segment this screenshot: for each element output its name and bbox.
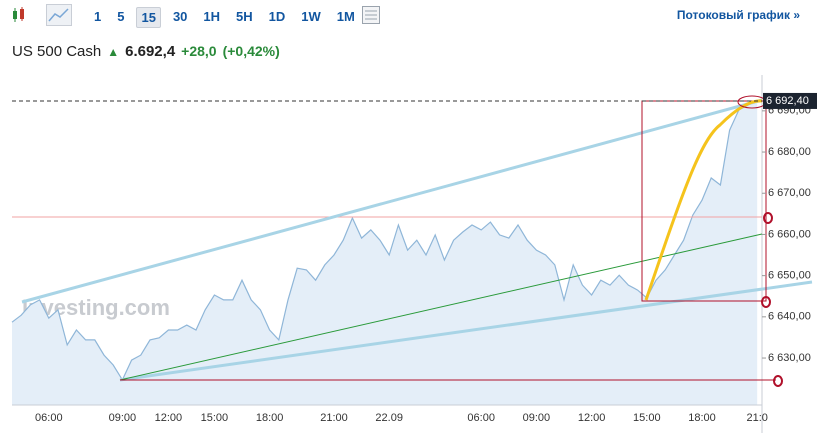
- handle: [763, 212, 773, 224]
- up-arrow: ▲: [107, 45, 120, 59]
- x-tick-label: 06:00: [35, 412, 63, 424]
- handle: [773, 375, 783, 387]
- timeframes: 1 5 15 30 1H 5H 1D 1W 1M: [90, 7, 359, 28]
- x-tick-label: 18:00: [688, 412, 716, 424]
- area-icon[interactable]: [46, 4, 72, 26]
- timeframe[interactable]: 5: [117, 9, 125, 24]
- y-tick-label: 6 680,00: [768, 146, 811, 158]
- price-line: [11, 100, 758, 382]
- trend-line: [119, 233, 763, 381]
- timeframe[interactable]: 1W: [301, 9, 321, 24]
- channel-line: [119, 280, 813, 382]
- timeframe[interactable]: 1: [94, 9, 102, 24]
- candle-icon[interactable]: [10, 7, 28, 23]
- instrument: US 500 Cash: [12, 43, 102, 60]
- timeframe[interactable]: 1M: [336, 9, 355, 24]
- settings-icon[interactable]: [361, 5, 381, 25]
- y-tick-label: 6 670,00: [768, 187, 811, 199]
- timeframe[interactable]: 1D: [268, 9, 286, 24]
- x-tick-label: 15:00: [633, 412, 661, 424]
- last-price-label: 6 692,40: [766, 95, 809, 107]
- y-tick-label: 6 660,00: [768, 228, 811, 240]
- x-tick-label: 12:00: [578, 412, 606, 424]
- y-tick-label: 6 650,00: [768, 270, 811, 282]
- timeframe[interactable]: 15: [136, 7, 161, 28]
- drawings: [12, 95, 813, 387]
- timeframe[interactable]: 5H: [236, 9, 253, 24]
- box: [641, 100, 767, 302]
- last-price-box: [763, 92, 817, 109]
- x-tick-label: 15:00: [201, 412, 229, 424]
- timeframe[interactable]: 30: [172, 9, 188, 24]
- handle: [761, 296, 771, 308]
- channel-line: [21, 98, 763, 304]
- x-tick-label: 18:00: [256, 412, 284, 424]
- x-tick-label: 06:00: [467, 412, 495, 424]
- x-tick-label: 09:00: [523, 412, 551, 424]
- x-tick-label: 09:00: [109, 412, 137, 424]
- x-tick-label: 21:00: [320, 412, 348, 424]
- x-tick-label: 21:0: [746, 412, 767, 424]
- x-tick-label: 12:00: [155, 412, 183, 424]
- change: +28,0: [181, 43, 217, 59]
- quote: US 500 Cash ▲ 6.692,4 +28,0 (+0,42%): [12, 43, 280, 60]
- x-tick-label: 22.09: [375, 412, 403, 424]
- stream-link[interactable]: Потоковый график »: [676, 8, 800, 22]
- y-tick-label: 6 630,00: [768, 352, 811, 364]
- timeframe[interactable]: 1H: [203, 9, 221, 24]
- area: [12, 101, 758, 405]
- price: 6.692,4: [125, 43, 176, 60]
- curve: [644, 99, 763, 301]
- y-tick-label: 6 640,00: [768, 311, 811, 323]
- change-pct: (+0,42%): [222, 43, 280, 59]
